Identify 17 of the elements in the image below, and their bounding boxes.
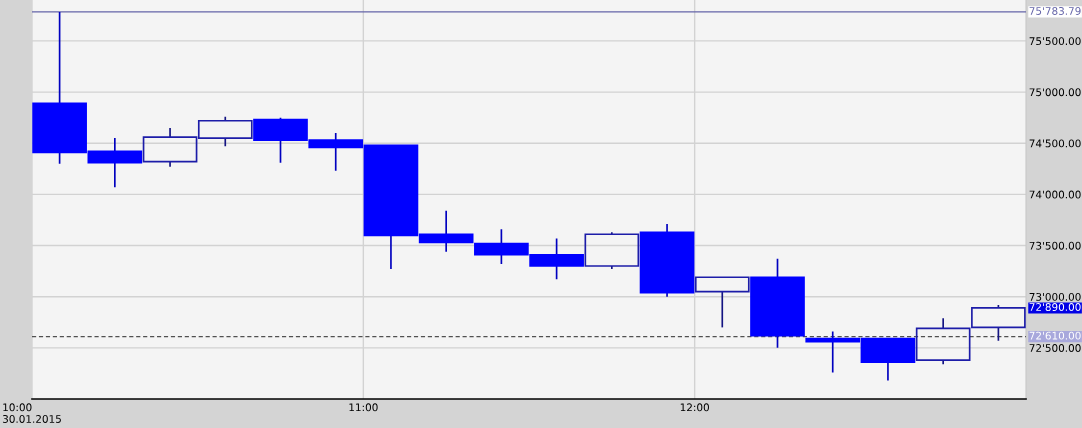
y-tick-label: 75'500.00 xyxy=(1029,37,1081,46)
y-tick-label: 74'000.00 xyxy=(1029,190,1081,199)
candlestick xyxy=(915,317,971,366)
y-tick-label: 73'000.00 xyxy=(1029,292,1081,301)
y-tick-label: 75'000.00 xyxy=(1029,88,1081,97)
ref-line-label: 75'783.79 xyxy=(1029,7,1081,15)
candlestick xyxy=(750,258,805,349)
text: 72'890.00 xyxy=(1029,303,1081,311)
y-tick-label: 73'500.00 xyxy=(1029,241,1081,250)
x-tick-label: 12:00 xyxy=(680,403,709,412)
ref-line-label: 72'610.00 xyxy=(1029,331,1081,340)
x-tick-label: 10:00 30.01.2015 xyxy=(2,403,61,423)
x-tick-label: 11:00 xyxy=(349,403,378,412)
y-tick-label: 74'500.00 xyxy=(1029,139,1081,148)
candlestick xyxy=(694,276,750,329)
candlestick xyxy=(639,223,695,298)
y-tick-label: 72'500.00 xyxy=(1029,344,1081,352)
